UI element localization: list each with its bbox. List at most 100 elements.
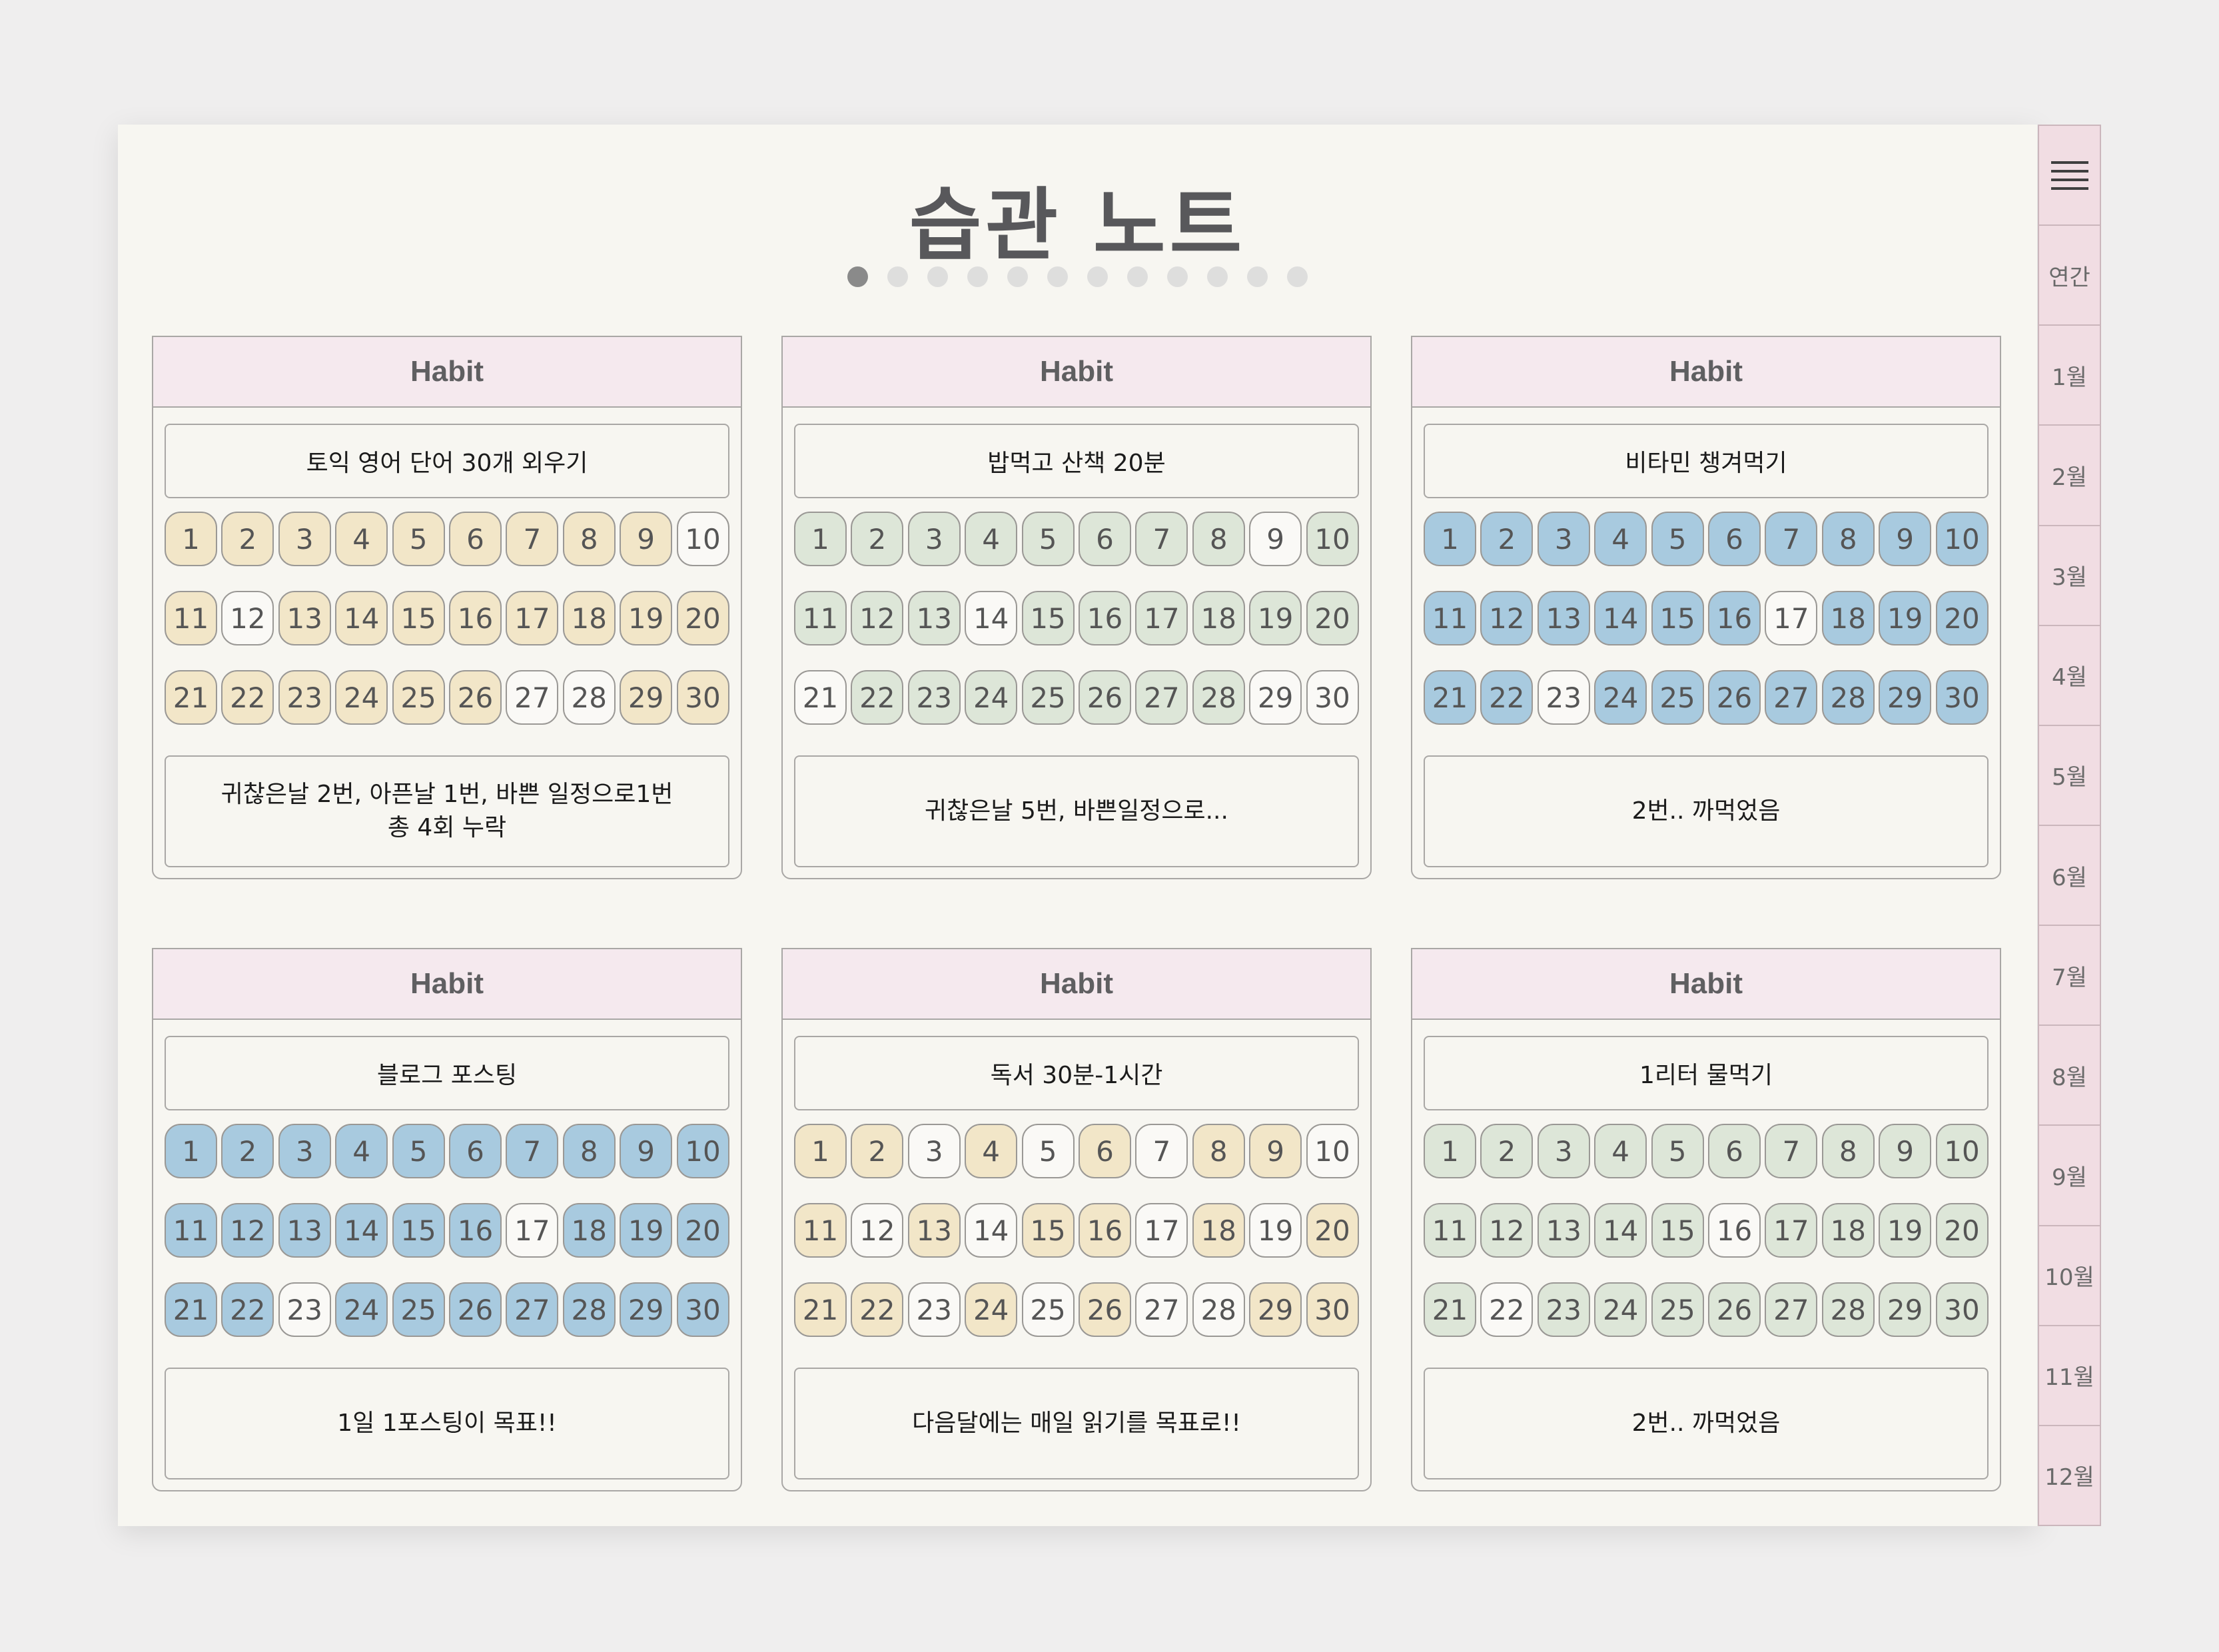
habit-day-2[interactable]: 2 bbox=[1480, 1124, 1534, 1178]
habit-day-29[interactable]: 29 bbox=[620, 670, 673, 725]
habit-day-29[interactable]: 29 bbox=[1249, 670, 1302, 725]
habit-day-26[interactable]: 26 bbox=[448, 670, 502, 725]
habit-day-12[interactable]: 12 bbox=[221, 1203, 274, 1258]
habit-day-16[interactable]: 16 bbox=[1707, 1203, 1761, 1258]
habit-day-23[interactable]: 23 bbox=[278, 670, 331, 725]
habit-day-17[interactable]: 17 bbox=[506, 1203, 559, 1258]
habit-day-6[interactable]: 6 bbox=[1078, 512, 1131, 566]
habit-day-15[interactable]: 15 bbox=[1021, 591, 1075, 645]
habit-day-16[interactable]: 16 bbox=[1078, 591, 1131, 645]
habit-day-30[interactable]: 30 bbox=[676, 670, 729, 725]
habit-day-4[interactable]: 4 bbox=[335, 1124, 388, 1178]
habit-day-6[interactable]: 6 bbox=[1078, 1124, 1131, 1178]
page-dot[interactable] bbox=[1087, 266, 1108, 287]
page-dot[interactable] bbox=[1167, 266, 1188, 287]
habit-day-9[interactable]: 9 bbox=[1879, 512, 1932, 566]
habit-day-11[interactable]: 11 bbox=[165, 1203, 217, 1258]
habit-day-3[interactable]: 3 bbox=[278, 1124, 331, 1178]
habit-day-17[interactable]: 17 bbox=[1765, 591, 1818, 645]
habit-day-14[interactable]: 14 bbox=[335, 591, 388, 645]
habit-day-20[interactable]: 20 bbox=[1306, 591, 1359, 645]
habit-day-22[interactable]: 22 bbox=[221, 1282, 274, 1337]
habit-day-27[interactable]: 27 bbox=[506, 670, 559, 725]
tab-month-9[interactable]: 9월 bbox=[2039, 1126, 2100, 1226]
habit-day-14[interactable]: 14 bbox=[965, 591, 1018, 645]
habit-day-20[interactable]: 20 bbox=[676, 1203, 729, 1258]
habit-day-16[interactable]: 16 bbox=[448, 1203, 502, 1258]
habit-day-15[interactable]: 15 bbox=[392, 591, 445, 645]
habit-day-7[interactable]: 7 bbox=[1765, 1124, 1818, 1178]
habit-goal-field[interactable]: 토익 영어 단어 30개 외우기 bbox=[165, 424, 729, 498]
habit-day-12[interactable]: 12 bbox=[851, 1203, 904, 1258]
tab-month-3[interactable]: 3월 bbox=[2039, 526, 2100, 626]
habit-goal-field[interactable]: 블로그 포스팅 bbox=[165, 1036, 729, 1110]
habit-day-13[interactable]: 13 bbox=[907, 1203, 961, 1258]
habit-day-5[interactable]: 5 bbox=[1651, 1124, 1704, 1178]
habit-day-6[interactable]: 6 bbox=[1707, 512, 1761, 566]
habit-day-3[interactable]: 3 bbox=[907, 1124, 961, 1178]
habit-day-27[interactable]: 27 bbox=[1135, 670, 1188, 725]
habit-day-22[interactable]: 22 bbox=[851, 670, 904, 725]
habit-day-17[interactable]: 17 bbox=[1135, 1203, 1188, 1258]
habit-memo-field[interactable]: 2번.. 까먹었음 bbox=[1424, 1368, 1989, 1479]
tab-month-1[interactable]: 1월 bbox=[2039, 326, 2100, 426]
habit-day-1[interactable]: 1 bbox=[165, 1124, 217, 1178]
habit-day-21[interactable]: 21 bbox=[794, 670, 847, 725]
habit-day-3[interactable]: 3 bbox=[907, 512, 961, 566]
habit-day-8[interactable]: 8 bbox=[1192, 1124, 1245, 1178]
tab-month-11[interactable]: 11월 bbox=[2039, 1326, 2100, 1426]
habit-day-24[interactable]: 24 bbox=[335, 670, 388, 725]
habit-day-30[interactable]: 30 bbox=[1306, 670, 1359, 725]
habit-day-15[interactable]: 15 bbox=[1021, 1203, 1075, 1258]
habit-day-25[interactable]: 25 bbox=[1651, 670, 1704, 725]
habit-day-22[interactable]: 22 bbox=[1480, 1282, 1534, 1337]
habit-day-25[interactable]: 25 bbox=[1021, 670, 1075, 725]
habit-day-6[interactable]: 6 bbox=[448, 1124, 502, 1178]
tab-month-12[interactable]: 12월 bbox=[2044, 1464, 2094, 1491]
habit-day-21[interactable]: 21 bbox=[165, 670, 217, 725]
habit-day-30[interactable]: 30 bbox=[1935, 670, 1989, 725]
habit-day-8[interactable]: 8 bbox=[562, 1124, 616, 1178]
habit-day-7[interactable]: 7 bbox=[1135, 1124, 1188, 1178]
habit-day-11[interactable]: 11 bbox=[794, 591, 847, 645]
habit-day-1[interactable]: 1 bbox=[165, 512, 217, 566]
habit-day-28[interactable]: 28 bbox=[1192, 670, 1245, 725]
habit-day-11[interactable]: 11 bbox=[1424, 1203, 1476, 1258]
habit-day-22[interactable]: 22 bbox=[221, 670, 274, 725]
habit-day-26[interactable]: 26 bbox=[1707, 1282, 1761, 1337]
habit-day-7[interactable]: 7 bbox=[1135, 512, 1188, 566]
habit-day-30[interactable]: 30 bbox=[1935, 1282, 1989, 1337]
habit-day-24[interactable]: 24 bbox=[1594, 670, 1647, 725]
habit-day-25[interactable]: 25 bbox=[392, 670, 445, 725]
tab-month-8[interactable]: 8월 bbox=[2039, 1026, 2100, 1126]
habit-day-12[interactable]: 12 bbox=[221, 591, 274, 645]
habit-goal-field[interactable]: 독서 30분-1시간 bbox=[794, 1036, 1359, 1110]
menu-button[interactable] bbox=[2039, 126, 2100, 226]
habit-day-26[interactable]: 26 bbox=[448, 1282, 502, 1337]
habit-day-2[interactable]: 2 bbox=[221, 1124, 274, 1178]
habit-day-14[interactable]: 14 bbox=[335, 1203, 388, 1258]
habit-day-23[interactable]: 23 bbox=[278, 1282, 331, 1337]
habit-day-22[interactable]: 22 bbox=[851, 1282, 904, 1337]
habit-day-16[interactable]: 16 bbox=[448, 591, 502, 645]
habit-day-27[interactable]: 27 bbox=[1135, 1282, 1188, 1337]
page-dot[interactable] bbox=[1207, 266, 1228, 287]
habit-day-18[interactable]: 18 bbox=[1821, 1203, 1875, 1258]
habit-day-19[interactable]: 19 bbox=[620, 1203, 673, 1258]
habit-day-10[interactable]: 10 bbox=[676, 512, 729, 566]
habit-memo-field[interactable]: 2번.. 까먹었음 bbox=[1424, 755, 1989, 867]
habit-day-29[interactable]: 29 bbox=[1879, 670, 1932, 725]
habit-day-23[interactable]: 23 bbox=[1537, 1282, 1590, 1337]
habit-day-29[interactable]: 29 bbox=[1879, 1282, 1932, 1337]
habit-day-19[interactable]: 19 bbox=[1879, 1203, 1932, 1258]
tab-month-10[interactable]: 10월 bbox=[2039, 1226, 2100, 1326]
habit-day-7[interactable]: 7 bbox=[1765, 512, 1818, 566]
habit-day-15[interactable]: 15 bbox=[1651, 1203, 1704, 1258]
habit-day-3[interactable]: 3 bbox=[1537, 512, 1590, 566]
habit-day-21[interactable]: 21 bbox=[165, 1282, 217, 1337]
habit-day-10[interactable]: 10 bbox=[1306, 512, 1359, 566]
habit-day-30[interactable]: 30 bbox=[676, 1282, 729, 1337]
habit-day-1[interactable]: 1 bbox=[794, 1124, 847, 1178]
habit-day-23[interactable]: 23 bbox=[1537, 670, 1590, 725]
habit-day-16[interactable]: 16 bbox=[1707, 591, 1761, 645]
